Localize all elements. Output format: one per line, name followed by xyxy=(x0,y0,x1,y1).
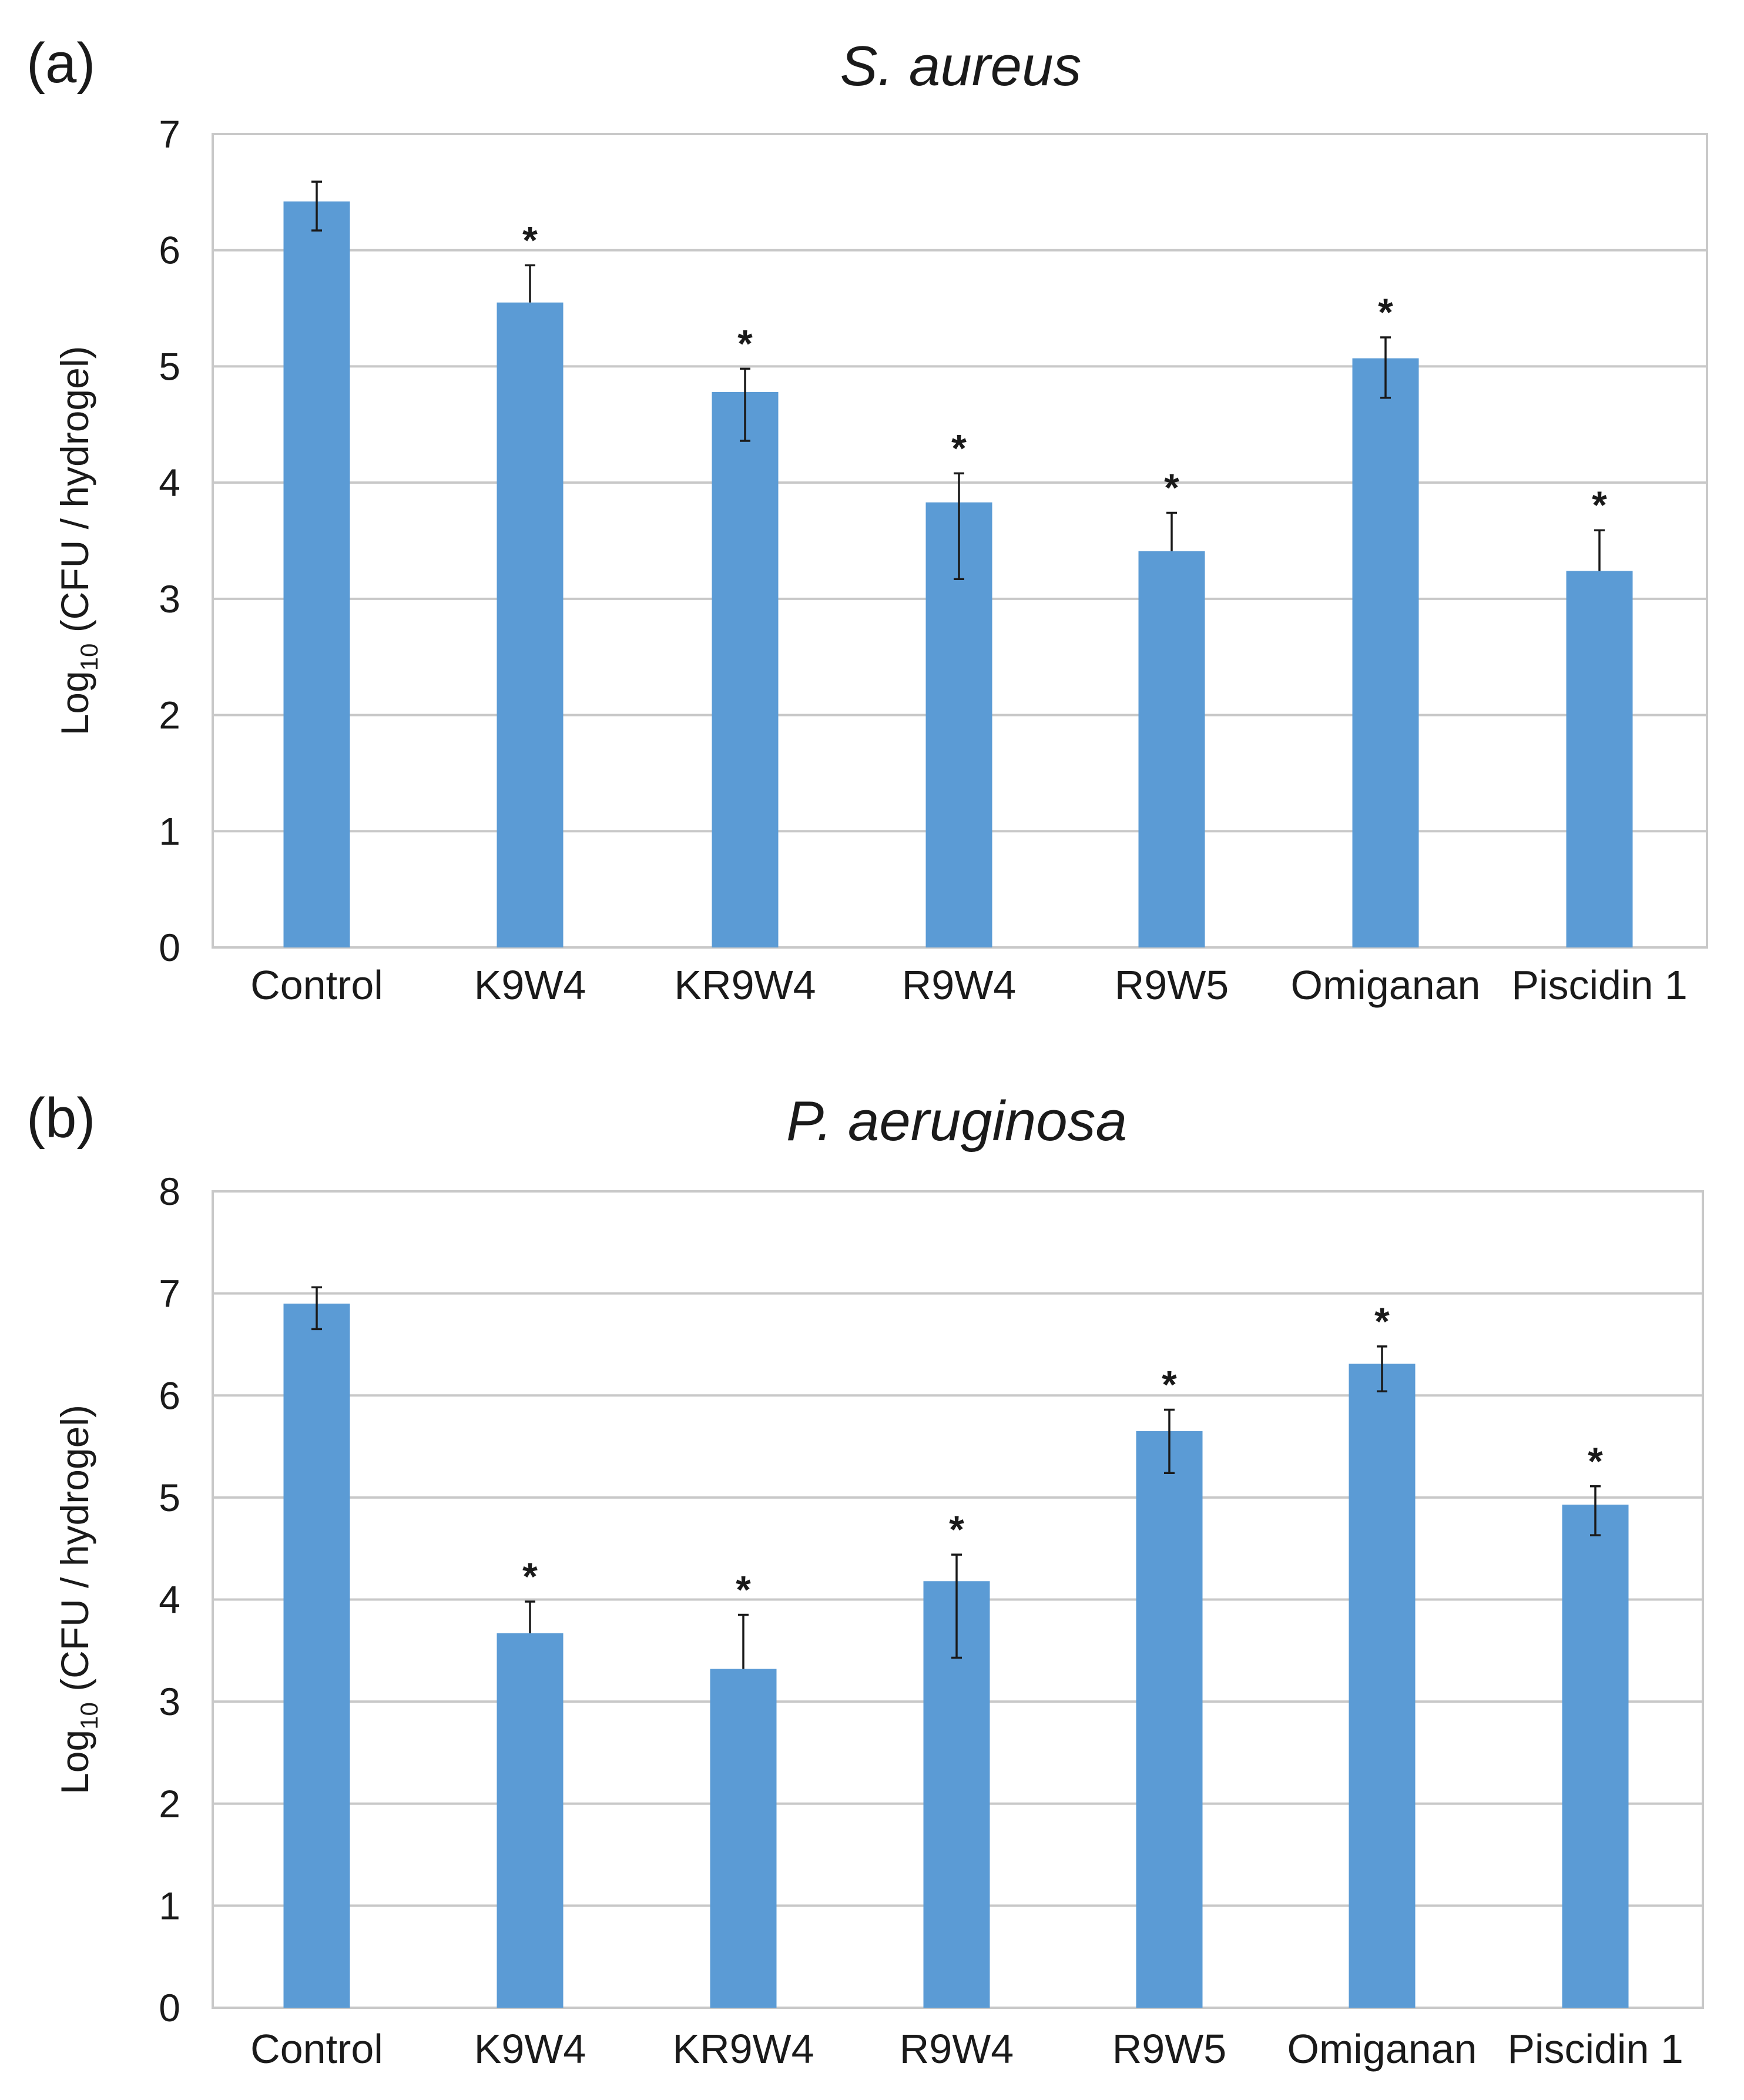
y-tick-label: 6 xyxy=(159,229,180,272)
y-tick-label: 1 xyxy=(159,809,180,853)
significance-marker: * xyxy=(522,1555,538,1598)
x-tick-label: R9W5 xyxy=(1112,2026,1226,2072)
bar xyxy=(283,201,350,947)
x-tick-label: R9W4 xyxy=(900,2026,1014,2072)
x-tick-label: K9W4 xyxy=(474,962,586,1008)
x-tick-label: Control xyxy=(250,962,383,1008)
y-axis-label-main: Log xyxy=(53,1730,96,1794)
y-tick-label: 5 xyxy=(159,1476,180,1519)
x-tick-label: Control xyxy=(250,2026,383,2072)
significance-marker: * xyxy=(736,1568,751,1612)
significance-marker: * xyxy=(1162,1363,1177,1406)
significance-marker: * xyxy=(1378,290,1393,334)
y-tick-label: 6 xyxy=(159,1374,180,1417)
significance-marker: * xyxy=(1588,1439,1603,1483)
significance-marker: * xyxy=(951,426,967,470)
significance-marker: * xyxy=(949,1508,964,1551)
y-tick-label: 7 xyxy=(159,112,180,156)
bar xyxy=(1566,571,1633,947)
y-axis-label: Log10 (CFU / hydrogel) xyxy=(53,1405,103,1794)
x-tick-label: Omiganan xyxy=(1287,2026,1477,2072)
panel-b: (b) P. aeruginosa 0 1 2 3 4 5 6 7 8 Log10 (CFU / hy… xyxy=(26,1087,1704,2072)
bar xyxy=(710,1669,777,2008)
y-tick-label: 0 xyxy=(159,1986,180,2029)
y-axis-label-subscript: 10 xyxy=(75,644,103,671)
y-tick-label: 4 xyxy=(159,461,180,504)
y-tick-label: 2 xyxy=(159,1782,180,1826)
y-axis-label-main: Log xyxy=(53,671,96,735)
bar xyxy=(497,302,564,947)
x-tick-label: Piscidin 1 xyxy=(1511,962,1688,1008)
bar xyxy=(1349,1364,1416,2008)
significance-marker: * xyxy=(1374,1299,1390,1343)
x-tick-label: R9W4 xyxy=(902,962,1016,1008)
bar xyxy=(712,391,779,947)
bar xyxy=(497,1633,564,2008)
bar xyxy=(1138,551,1205,947)
y-tick-label: 2 xyxy=(159,694,180,737)
x-tick-label: K9W4 xyxy=(474,2026,586,2072)
y-axis-label-subscript: 10 xyxy=(75,1702,103,1730)
bar xyxy=(1352,358,1419,947)
x-tick-label: KR9W4 xyxy=(672,2026,814,2072)
panel-a: (a) S. aureus 0 1 2 3 4 5 6 7 Log10 (CFU / hydroge… xyxy=(26,32,1708,1008)
y-tick-label: 0 xyxy=(159,926,180,969)
y-axis-label: Log10 (CFU / hydrogel) xyxy=(53,346,103,736)
y-tick-label: 4 xyxy=(159,1578,180,1622)
panel-label: (b) xyxy=(26,1087,95,1150)
bar xyxy=(1136,1431,1203,2008)
y-tick-label: 7 xyxy=(159,1272,180,1315)
x-tick-label: Piscidin 1 xyxy=(1507,2026,1683,2072)
significance-marker: * xyxy=(522,218,538,262)
bar xyxy=(283,1303,350,2008)
significance-marker: * xyxy=(737,321,753,365)
chart-title: S. aureus xyxy=(840,35,1082,98)
y-tick-label: 3 xyxy=(159,1680,180,1723)
y-tick-label: 1 xyxy=(159,1884,180,1927)
chart-title: P. aeruginosa xyxy=(786,1090,1127,1153)
y-axis-label-rest: (CFU / hydrogel) xyxy=(53,1405,96,1702)
x-tick-label: Omiganan xyxy=(1291,962,1481,1008)
x-tick-label: KR9W4 xyxy=(674,962,816,1008)
x-tick-label: R9W5 xyxy=(1115,962,1229,1008)
bar xyxy=(1562,1505,1629,2008)
y-axis-label-rest: (CFU / hydrogel) xyxy=(53,346,96,644)
y-tick-label: 5 xyxy=(159,344,180,388)
y-tick-label: 8 xyxy=(159,1170,180,1213)
significance-marker: * xyxy=(1164,466,1179,510)
y-tick-label: 3 xyxy=(159,577,180,621)
significance-marker: * xyxy=(1592,483,1607,527)
panel-label: (a) xyxy=(26,32,95,95)
